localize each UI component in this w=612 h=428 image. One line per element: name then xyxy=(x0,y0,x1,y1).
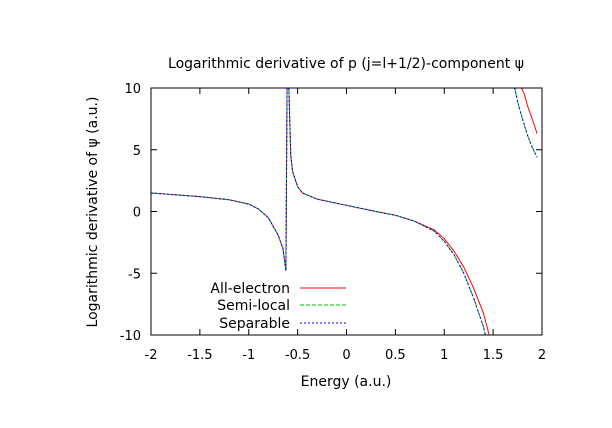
y-tick-label: -5 xyxy=(128,267,141,282)
series-line-semi-local-seg-1 xyxy=(288,88,486,335)
x-tick-label: 0 xyxy=(342,348,350,363)
chart-title: Logarithmic derivative of p (j=l+1/2)-co… xyxy=(168,56,524,72)
series-line-semi-local-seg-0 xyxy=(151,88,288,271)
tick-labels-layer: -2 -1.5 -1 -0.5 0 0.5 1 1.5 2 10 5 0 -5 -10 xyxy=(120,82,546,363)
y-tick-label: -10 xyxy=(120,329,141,344)
x-tick-label: -0.5 xyxy=(285,348,310,363)
series-line-all-electron-seg-0 xyxy=(151,88,288,271)
x-tick-label: 0.5 xyxy=(385,348,406,363)
series-line-separable-seg-1 xyxy=(288,88,486,335)
y-tick-label: 10 xyxy=(124,82,141,97)
series-line-all-electron-seg-2 xyxy=(521,88,538,134)
y-tick-label: 5 xyxy=(133,144,141,159)
y-tick-label: 0 xyxy=(133,206,141,221)
x-tick-label: 1 xyxy=(440,348,448,363)
series-line-separable-seg-2 xyxy=(514,88,538,158)
plot-frame xyxy=(150,87,543,336)
x-tick-label: -1 xyxy=(242,348,255,363)
ticks-layer xyxy=(150,87,543,336)
x-tick-label: 1.5 xyxy=(483,348,504,363)
x-axis-label: Energy (a.u.) xyxy=(301,374,392,390)
x-tick-label: -2 xyxy=(145,348,158,363)
series-layer xyxy=(151,88,538,335)
x-tick-label: 2 xyxy=(538,348,546,363)
series-line-separable-seg-0 xyxy=(151,88,288,271)
series-line-all-electron-seg-1 xyxy=(288,88,490,335)
series-line-semi-local-seg-2 xyxy=(514,88,538,158)
legend-label: Semi-local xyxy=(217,298,290,314)
x-tick-label: -1.5 xyxy=(187,348,212,363)
legend-label: Separable xyxy=(219,316,290,332)
legend-label: All-electron xyxy=(210,281,290,297)
y-axis-label: Logarithmic derivative of ψ (a.u.) xyxy=(85,97,101,328)
